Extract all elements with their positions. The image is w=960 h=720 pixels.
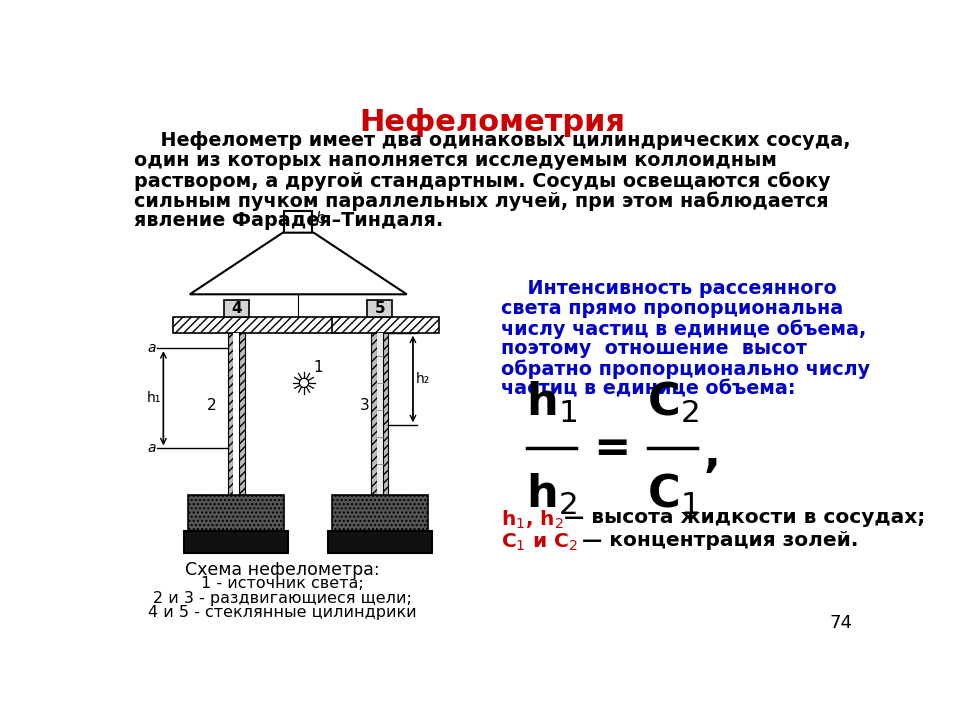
- Text: Нефелометрия: Нефелометрия: [359, 108, 625, 137]
- Text: 4 и 5 - стеклянные цилиндрики: 4 и 5 - стеклянные цилиндрики: [149, 606, 417, 621]
- Text: сильным пучком параллельных лучей, при этом наблюдается: сильным пучком параллельных лучей, при э…: [134, 191, 828, 211]
- Text: света прямо пропорциональна: света прямо пропорциональна: [501, 299, 844, 318]
- Bar: [331, 495, 427, 531]
- Text: С$_1$ и С$_2$: С$_1$ и С$_2$: [501, 531, 578, 553]
- Text: явление Фарадея–Тиндаля.: явление Фарадея–Тиндаля.: [134, 211, 444, 230]
- Text: Схема нефелометра:: Схема нефелометра:: [185, 562, 380, 580]
- Bar: [368, 300, 392, 318]
- Text: 2 и 3 - раздвигающиеся щели;: 2 и 3 - раздвигающиеся щели;: [154, 590, 412, 606]
- Text: 74: 74: [829, 613, 852, 631]
- Text: Интенсивность рассеянного: Интенсивность рассеянного: [501, 279, 837, 298]
- Text: частиц в единице объема:: частиц в единице объема:: [501, 379, 796, 398]
- Text: ,: ,: [704, 433, 720, 476]
- Bar: [233, 333, 239, 495]
- Bar: [372, 333, 376, 495]
- Text: b: b: [315, 211, 324, 226]
- Polygon shape: [190, 233, 407, 294]
- Text: 4: 4: [231, 302, 242, 316]
- Text: a: a: [147, 341, 156, 355]
- Text: числу частиц в единице объема,: числу частиц в единице объема,: [501, 319, 867, 338]
- Text: h₁: h₁: [147, 391, 161, 405]
- Bar: [376, 333, 383, 495]
- Text: C$_1$: C$_1$: [646, 472, 699, 516]
- Bar: [331, 318, 439, 333]
- Text: 5: 5: [374, 302, 385, 316]
- Text: h$_2$: h$_2$: [526, 472, 577, 516]
- Text: h₂: h₂: [416, 372, 430, 386]
- Text: h$_1$: h$_1$: [526, 380, 577, 426]
- Text: h$_1$, h$_2$: h$_1$, h$_2$: [501, 508, 564, 531]
- Text: 3: 3: [360, 398, 370, 413]
- Text: 1 - источник света;: 1 - источник света;: [202, 576, 364, 591]
- Circle shape: [300, 378, 309, 387]
- Bar: [184, 531, 288, 553]
- Bar: [284, 211, 312, 233]
- Text: C$_2$: C$_2$: [647, 380, 699, 426]
- Text: поэтому  отношение  высот: поэтому отношение высот: [501, 339, 807, 358]
- Text: a: a: [147, 441, 156, 455]
- Bar: [239, 333, 245, 495]
- Text: Нефелометр имеет два одинаковых цилиндрических сосуда,: Нефелометр имеет два одинаковых цилиндри…: [134, 131, 851, 150]
- Bar: [228, 333, 233, 495]
- Bar: [383, 333, 388, 495]
- Text: 1: 1: [313, 360, 323, 375]
- Text: — высота жидкости в сосудах;: — высота жидкости в сосудах;: [557, 508, 925, 527]
- Text: — концентрация золей.: — концентрация золей.: [575, 531, 858, 551]
- Text: обратно пропорционально числу: обратно пропорционально числу: [501, 359, 871, 379]
- Text: один из которых наполняется исследуемым коллоидным: один из которых наполняется исследуемым …: [134, 151, 777, 170]
- Text: 2: 2: [207, 398, 217, 413]
- Bar: [327, 531, 432, 553]
- Text: =: =: [593, 427, 631, 469]
- Text: раствором, а другой стандартным. Сосуды освещаются сбоку: раствором, а другой стандартным. Сосуды …: [134, 171, 830, 191]
- Bar: [173, 318, 339, 333]
- Bar: [188, 495, 284, 531]
- Bar: [224, 300, 249, 318]
